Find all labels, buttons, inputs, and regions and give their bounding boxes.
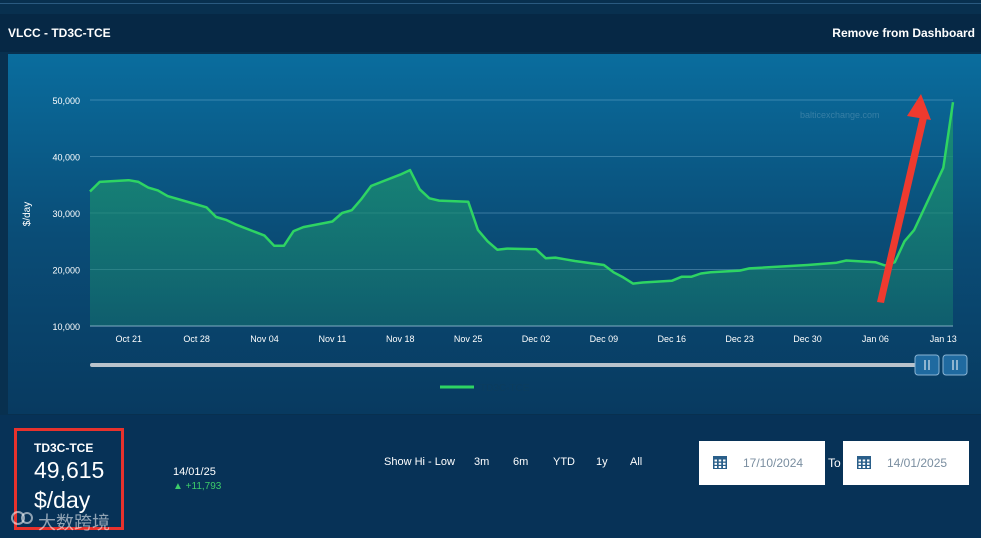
range-6m-button[interactable]: 6m [513,456,529,468]
x-tick-label: Oct 21 [116,334,143,344]
calendar-icon [713,456,727,469]
change-value: ▲ +11,793 [173,481,222,492]
watermark-logo-icon [11,511,33,525]
bottom-panel [0,415,981,538]
x-tick-label: Nov 25 [454,334,483,344]
legend-label: TD3C-TCE [480,383,530,394]
watermark-text: 大数跨境 [38,513,110,533]
widget-header: VLCC - TD3C-TCE Remove from Dashboard [0,14,981,52]
y-tick-label: 30,000 [52,209,80,219]
chart-panel: 10,000 20,000 30,000 40,000 50,000 $/day balti… [8,54,981,414]
current-unit: $/day [34,487,91,513]
x-tick-label: Nov 04 [250,334,279,344]
annotation-arrow-head [907,94,931,120]
series-area [90,102,953,326]
current-value-box: TD3C-TCE 49,615 $/day [14,428,124,530]
y-tick-label: 40,000 [52,153,80,163]
x-tick-label: Dec 30 [793,334,822,344]
annotation-arrow-shaft [877,116,927,303]
current-series-name: TD3C-TCE [34,441,94,455]
x-tick-label: Jan 06 [862,334,889,344]
range-all-button[interactable]: All [630,456,643,468]
to-label: To [828,456,841,470]
from-date-value: 17/10/2024 [743,456,804,470]
x-tick-label: Oct 28 [183,334,210,344]
x-tick-label: Dec 09 [590,334,619,344]
y-tick-label: 20,000 [52,266,80,276]
range-ytd-button[interactable]: YTD [553,456,575,468]
range-3m-button[interactable]: 3m [474,456,490,468]
y-tick-label: 50,000 [52,96,80,106]
to-date-input[interactable]: 14/01/2025 [843,441,969,485]
x-tick-label: Nov 11 [318,334,346,344]
current-value: 49,615 [34,457,105,483]
x-tick-label: Dec 16 [658,334,687,344]
y-tick-label: 10,000 [52,322,80,332]
area-chart: 10,000 20,000 30,000 40,000 50,000 $/day balti… [22,94,968,394]
navigator-handle-left[interactable] [914,354,940,376]
remove-from-dashboard-button[interactable]: Remove from Dashboard [832,26,975,40]
navigator-handle-right[interactable] [942,354,968,376]
from-date-input[interactable]: 17/10/2024 [699,441,825,485]
show-hi-low-button[interactable]: Show Hi - Low [384,456,455,468]
x-tick-label: Dec 02 [522,334,551,344]
to-date-value: 14/01/2025 [887,456,948,470]
x-tick-label: Jan 13 [930,334,957,344]
range-1y-button[interactable]: 1y [596,456,608,468]
widget-title: VLCC - TD3C-TCE [8,26,111,40]
change-date: 14/01/25 [173,466,216,478]
series-line [89,102,955,285]
top-divider [0,3,981,4]
navigator-track [90,363,928,367]
x-tick-label: Dec 23 [725,334,754,344]
x-tick-label: Nov 18 [386,334,415,344]
y-axis-label: $/day [22,202,33,226]
calendar-icon [857,456,871,469]
chart-watermark: balticexchange.com [800,110,880,120]
